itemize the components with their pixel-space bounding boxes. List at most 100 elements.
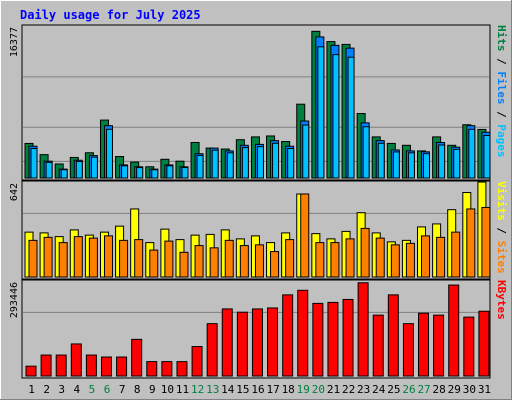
bar-sites	[466, 208, 476, 278]
x-tick-label: 20	[312, 383, 325, 396]
bar-kbytes	[25, 365, 37, 377]
x-tick-label: 21	[327, 383, 340, 396]
bar-sites	[390, 244, 400, 278]
bar-pages	[75, 160, 83, 179]
bar-sites	[164, 240, 174, 278]
bar-sites	[58, 242, 68, 278]
bar-kbytes	[55, 354, 67, 377]
x-tick-label: 19	[297, 383, 310, 396]
bar-kbytes	[387, 294, 399, 377]
x-tick-label: 25	[387, 383, 400, 396]
x-tick-label: 13	[206, 383, 219, 396]
bar-pages	[136, 167, 144, 179]
bar-sites	[224, 239, 234, 278]
x-tick-label: 28	[433, 383, 446, 396]
bar-pages	[211, 149, 219, 179]
x-tick-label: 29	[448, 383, 461, 396]
x-tick-label: 3	[58, 383, 65, 396]
x-tick-label: 24	[372, 383, 386, 396]
x-tick-label: 31	[478, 383, 491, 396]
bar-pages	[483, 134, 491, 179]
x-tick-label: 1	[28, 383, 35, 396]
bar-pages	[166, 165, 174, 179]
bar-sites	[209, 247, 219, 278]
bar-kbytes	[100, 356, 112, 377]
x-tick-label: 16	[251, 383, 264, 396]
x-tick-label: 8	[134, 383, 141, 396]
x-tick-label: 6	[104, 383, 111, 396]
bar-kbytes	[312, 302, 324, 377]
x-tick-label: 14	[221, 383, 235, 396]
bar-pages	[151, 169, 159, 179]
legend-kbytes: KBytes	[495, 280, 508, 320]
bar-sites	[43, 236, 53, 278]
bar-kbytes	[297, 289, 309, 377]
x-tick-label: 4	[74, 383, 81, 396]
bar-kbytes	[116, 356, 128, 377]
bar-kbytes	[342, 298, 354, 377]
bar-pages	[241, 147, 249, 179]
bar-sites	[436, 236, 446, 278]
y-max-label: 642	[9, 183, 20, 201]
bar-sites	[149, 249, 159, 278]
x-tick-label: 12	[191, 383, 204, 396]
bar-kbytes	[236, 311, 248, 377]
legend-hits: Hits	[495, 25, 508, 52]
bar-sites	[239, 245, 249, 278]
bar-sites	[330, 242, 340, 278]
bar-sites	[315, 242, 325, 278]
bar-kbytes	[372, 314, 384, 377]
x-tick-label: 7	[119, 383, 126, 396]
bar-kbytes	[433, 314, 445, 377]
bar-sites	[194, 245, 204, 278]
x-tick-label: 15	[236, 383, 249, 396]
bar-kbytes	[418, 312, 430, 377]
bar-kbytes	[327, 301, 339, 377]
bar-sites	[421, 235, 431, 278]
bar-kbytes	[402, 323, 414, 377]
legend-right: Visits / Sites	[495, 181, 508, 274]
bar-pages	[423, 153, 431, 179]
bar-kbytes	[206, 323, 218, 377]
legend-right: Hits / Files / Pages	[495, 25, 508, 158]
bar-kbytes	[221, 308, 233, 377]
legend-pages: Pages	[495, 124, 508, 157]
bar-sites	[88, 237, 98, 278]
y-max-label: 293446	[9, 282, 20, 318]
bar-pages	[30, 147, 38, 179]
bar-sites	[73, 236, 83, 278]
x-tick-label: 27	[417, 383, 430, 396]
bar-pages	[347, 56, 355, 179]
bar-pages	[392, 151, 400, 179]
y-max-label: 16377	[9, 27, 20, 57]
x-tick-label: 9	[149, 383, 156, 396]
panel-kbytes: 293446 KBytes	[9, 279, 508, 379]
panel-hits-files-pages: 16377 Hits / Files / Pages	[9, 24, 508, 181]
bar-kbytes	[146, 361, 158, 377]
bar-sites	[345, 238, 355, 278]
legend-right: KBytes	[495, 280, 508, 320]
bar-sites	[451, 231, 461, 278]
bar-sites	[270, 251, 280, 278]
x-tick-label: 5	[89, 383, 96, 396]
bar-pages	[438, 144, 446, 179]
bar-sites	[360, 227, 370, 278]
bar-sites	[134, 239, 144, 278]
bar-kbytes	[463, 316, 475, 377]
bar-kbytes	[176, 361, 188, 377]
bar-pages	[226, 152, 234, 179]
x-tick-label: 23	[357, 383, 370, 396]
bar-pages	[105, 128, 113, 179]
bar-pages	[407, 152, 415, 179]
bar-pages	[287, 147, 295, 179]
bar-sites	[103, 235, 113, 278]
bar-pages	[181, 167, 189, 179]
x-tick-label: 18	[282, 383, 295, 396]
bar-sites	[300, 193, 310, 278]
bar-pages	[317, 46, 325, 179]
bar-kbytes	[267, 307, 279, 377]
x-tick-label: 2	[43, 383, 50, 396]
bar-pages	[272, 142, 280, 179]
panel-visits-sites: 642 Visits / Sites	[9, 180, 508, 280]
bar-kbytes	[191, 346, 203, 377]
